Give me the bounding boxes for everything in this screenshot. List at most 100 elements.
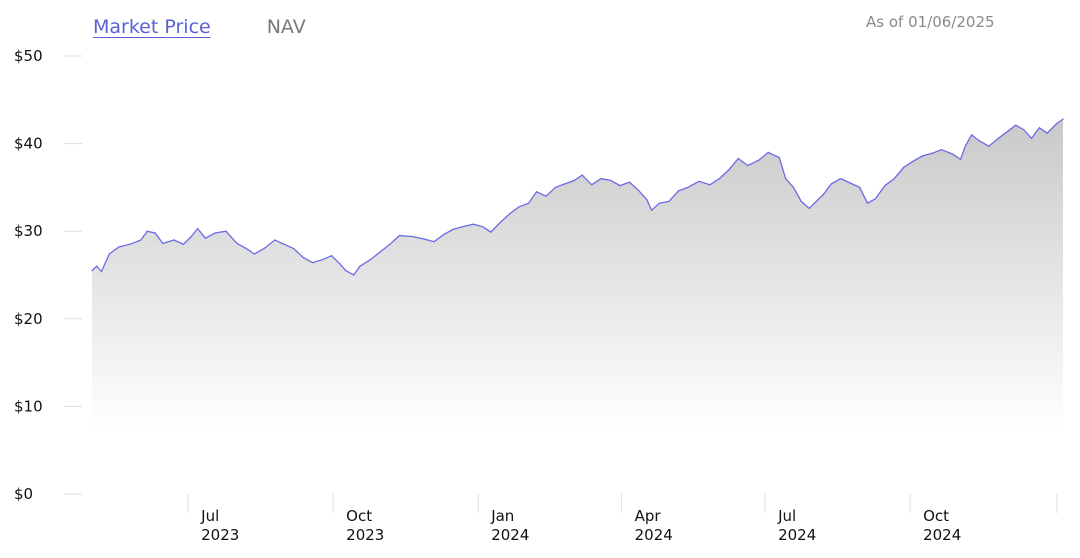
data-point [433, 241, 435, 243]
data-point [849, 182, 851, 184]
data-point [370, 258, 372, 260]
data-point [96, 265, 98, 267]
data-point [274, 239, 276, 241]
data-point [912, 160, 914, 162]
data-point [518, 206, 520, 208]
data-point [709, 184, 711, 186]
data-point [893, 178, 895, 180]
x-tick-month: Oct [923, 507, 949, 525]
data-point [100, 270, 103, 273]
data-point [658, 202, 661, 204]
data-point [338, 263, 341, 265]
x-tick-year: 2024 [491, 526, 529, 544]
data-point [610, 179, 612, 181]
data-point [941, 149, 943, 151]
data-point [922, 155, 924, 157]
data-point [442, 234, 445, 236]
data-point [591, 184, 593, 186]
data-point [840, 178, 842, 180]
data-point [785, 178, 787, 180]
y-tick-label: $30 [14, 222, 43, 240]
y-tick-label: $10 [14, 397, 43, 415]
y-tick-label: $20 [14, 310, 43, 328]
price-area [92, 119, 1063, 430]
data-point [758, 159, 760, 161]
data-point [874, 198, 877, 200]
data-point [140, 239, 142, 241]
x-tick-month: Jan [490, 507, 514, 525]
data-point [331, 255, 333, 257]
x-tick-month: Oct [346, 507, 372, 525]
data-point [687, 186, 689, 188]
data-point [398, 235, 400, 237]
y-tick-label: $0 [14, 485, 33, 503]
x-tick-month: Jul [200, 507, 219, 525]
tab-nav[interactable]: NAV [266, 16, 306, 38]
data-point [718, 178, 721, 180]
data-point [1038, 127, 1040, 129]
data-point [424, 238, 426, 240]
data-point [91, 270, 93, 272]
data-point [728, 169, 730, 171]
data-point [638, 190, 640, 192]
data-point [808, 207, 810, 209]
data-point [236, 242, 238, 245]
x-tick-year: 2024 [635, 526, 673, 544]
data-point [509, 213, 511, 215]
data-point [389, 243, 391, 245]
data-point [1007, 130, 1009, 132]
data-point [931, 152, 933, 154]
data-point [1046, 132, 1048, 134]
data-point [263, 248, 265, 250]
data-point [381, 249, 383, 252]
data-point [859, 186, 861, 188]
data-point [978, 140, 981, 142]
data-point [600, 178, 602, 180]
x-tick-year: 2023 [346, 526, 384, 544]
data-point [472, 223, 475, 225]
data-point [204, 237, 207, 239]
data-point [792, 186, 795, 188]
data-point [182, 243, 184, 245]
x-tick-month: Jul [777, 507, 796, 525]
data-point [677, 190, 680, 192]
data-point [452, 228, 454, 230]
data-point [225, 230, 227, 232]
x-tick-year: 2023 [201, 526, 239, 544]
data-point [293, 248, 295, 250]
price-type-tabs: Market Price NAV [93, 16, 306, 38]
data-point [628, 181, 631, 183]
data-point [490, 231, 492, 233]
data-point [778, 157, 780, 159]
data-point [108, 253, 110, 255]
data-point [668, 200, 670, 202]
data-point [154, 232, 156, 234]
x-tick-year: 2024 [923, 526, 961, 544]
x-tick-month: Apr [635, 507, 662, 525]
data-point [988, 145, 990, 147]
y-tick-label: $40 [14, 135, 43, 153]
data-point [651, 209, 653, 211]
data-point [952, 153, 954, 155]
data-point [302, 256, 304, 259]
data-point [411, 235, 413, 238]
tab-market-price[interactable]: Market Price [93, 16, 211, 38]
data-point [461, 226, 463, 228]
data-point [747, 164, 749, 167]
data-point [573, 179, 575, 181]
data-point [323, 258, 325, 260]
data-point [830, 183, 832, 185]
data-point [800, 200, 802, 202]
data-point [482, 226, 484, 228]
data-point [535, 191, 538, 193]
data-point [118, 246, 120, 248]
data-point [1056, 122, 1058, 125]
data-point [1062, 118, 1064, 120]
x-tick-year: 2024 [778, 526, 816, 544]
data-points [91, 118, 1064, 276]
data-point [353, 274, 355, 276]
as-of-date: As of 01/06/2025 [866, 13, 995, 31]
data-point [162, 242, 164, 245]
data-point [964, 145, 966, 147]
